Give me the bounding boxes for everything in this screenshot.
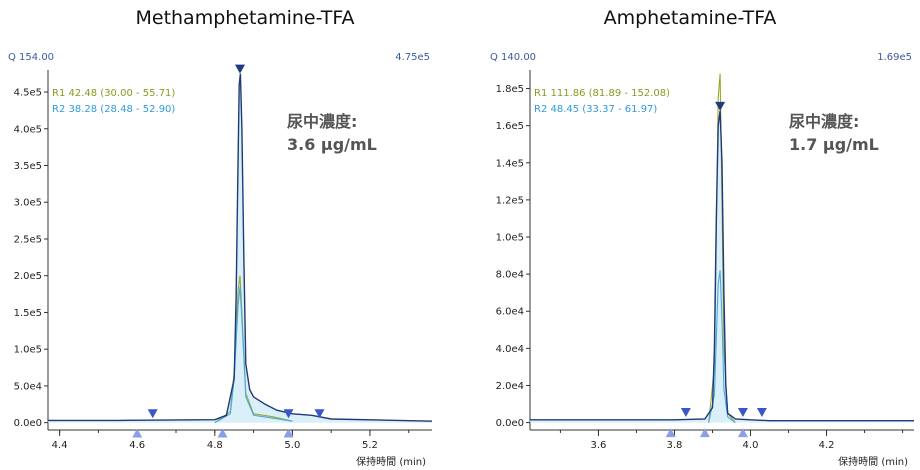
- y-tick-label: 1.0e5: [14, 345, 42, 356]
- max-intensity-label: 4.75e5: [395, 52, 430, 63]
- chart-panel-1: Methamphetamine-TFA Q 154.00 4.75e5 0.0e0 5.…: [8, 7, 433, 468]
- y-tick-label: 6.0e4: [496, 307, 524, 318]
- quant-ion-label: Q 154.00: [8, 52, 54, 63]
- chart-title: Amphetamine-TFA: [604, 7, 777, 29]
- peak-marker-down: [737, 408, 748, 418]
- concentration-label: 尿中濃度:: [287, 112, 357, 131]
- peak-marker-down: [756, 408, 767, 418]
- concentration-label: 尿中濃度:: [789, 112, 859, 131]
- concentration-value: 3.6 μg/mL: [287, 135, 377, 154]
- y-tick-label: 0.0e0: [496, 418, 524, 429]
- peak-marker-down: [715, 101, 726, 111]
- peak-marker-down: [680, 408, 691, 418]
- x-axis-label: 保持時間 (min): [356, 455, 426, 468]
- peak-area: [530, 110, 914, 423]
- qualifier-ratio-r2: R2 48.45 (33.37 - 61.97): [534, 104, 657, 115]
- qualifier-ion-trace-2: [214, 286, 293, 424]
- quant-ion-trace: [530, 110, 914, 422]
- y-tick-label: 4.0e4: [496, 344, 524, 355]
- peak-marker-up: [737, 428, 748, 438]
- y-tick-label: 1.5e5: [14, 308, 42, 319]
- y-tick-label: 1.4e5: [496, 158, 524, 169]
- y-tick-label: 1.6e5: [496, 121, 524, 132]
- x-tick-label: 3.6: [590, 440, 606, 451]
- qualifier-ion-trace-2: [708, 270, 736, 424]
- chart-title: Methamphetamine-TFA: [135, 7, 354, 29]
- peak-marker-up: [665, 428, 676, 438]
- qualifier-ratio-r2: R2 38.28 (28.48 - 52.90): [52, 104, 175, 115]
- x-tick-label: 4.8: [207, 440, 223, 451]
- peak-marker-up: [699, 428, 710, 438]
- peak-marker-down: [235, 64, 245, 74]
- x-tick-label: 4.0: [743, 440, 759, 451]
- y-tick-label: 1.8e5: [496, 84, 524, 95]
- peak-marker-up: [132, 428, 143, 438]
- chart-panel-2: Amphetamine-TFA Q 140.00 1.69e5 0.0e0 2.0e4 4…: [490, 7, 914, 468]
- y-tick-label: 1.2e5: [496, 195, 524, 206]
- y-tick-label: 0.0e0: [14, 418, 42, 429]
- y-tick-label: 3.5e5: [14, 161, 42, 172]
- y-tick-label: 2.5e5: [14, 234, 42, 245]
- qualifier-ratio-r1: R1 42.48 (30.00 - 55.71): [52, 88, 175, 99]
- quant-ion-label: Q 140.00: [490, 52, 536, 63]
- peak-area: [48, 73, 432, 423]
- peak-marker-down: [314, 409, 325, 419]
- peak-marker-down: [283, 409, 294, 419]
- x-tick-label: 4.6: [129, 440, 145, 451]
- peak-marker-up: [217, 428, 228, 438]
- y-tick-label: 3.0e5: [14, 198, 42, 209]
- y-tick-label: 4.0e5: [14, 124, 42, 135]
- y-tick-label: 8.0e4: [496, 270, 524, 281]
- y-tick-label: 1.0e5: [496, 233, 524, 244]
- x-tick-label: 3.8: [667, 440, 683, 451]
- y-tick-label: 4.5e5: [14, 88, 42, 99]
- max-intensity-label: 1.69e5: [877, 52, 912, 63]
- x-tick-label: 5.0: [284, 440, 300, 451]
- x-tick-label: 4.2: [819, 440, 835, 451]
- x-tick-label: 5.2: [362, 440, 378, 451]
- qualifier-ratio-r1: R1 111.86 (81.89 - 152.08): [534, 88, 670, 99]
- x-axis-label: 保持時間 (min): [838, 455, 908, 468]
- x-tick-label: 4.4: [52, 440, 68, 451]
- peak-marker-up: [283, 428, 294, 438]
- concentration-value: 1.7 μg/mL: [789, 135, 879, 154]
- y-tick-label: 2.0e5: [14, 271, 42, 282]
- y-tick-label: 5.0e4: [14, 381, 42, 392]
- y-tick-label: 2.0e4: [496, 381, 524, 392]
- peak-marker-down: [147, 409, 158, 419]
